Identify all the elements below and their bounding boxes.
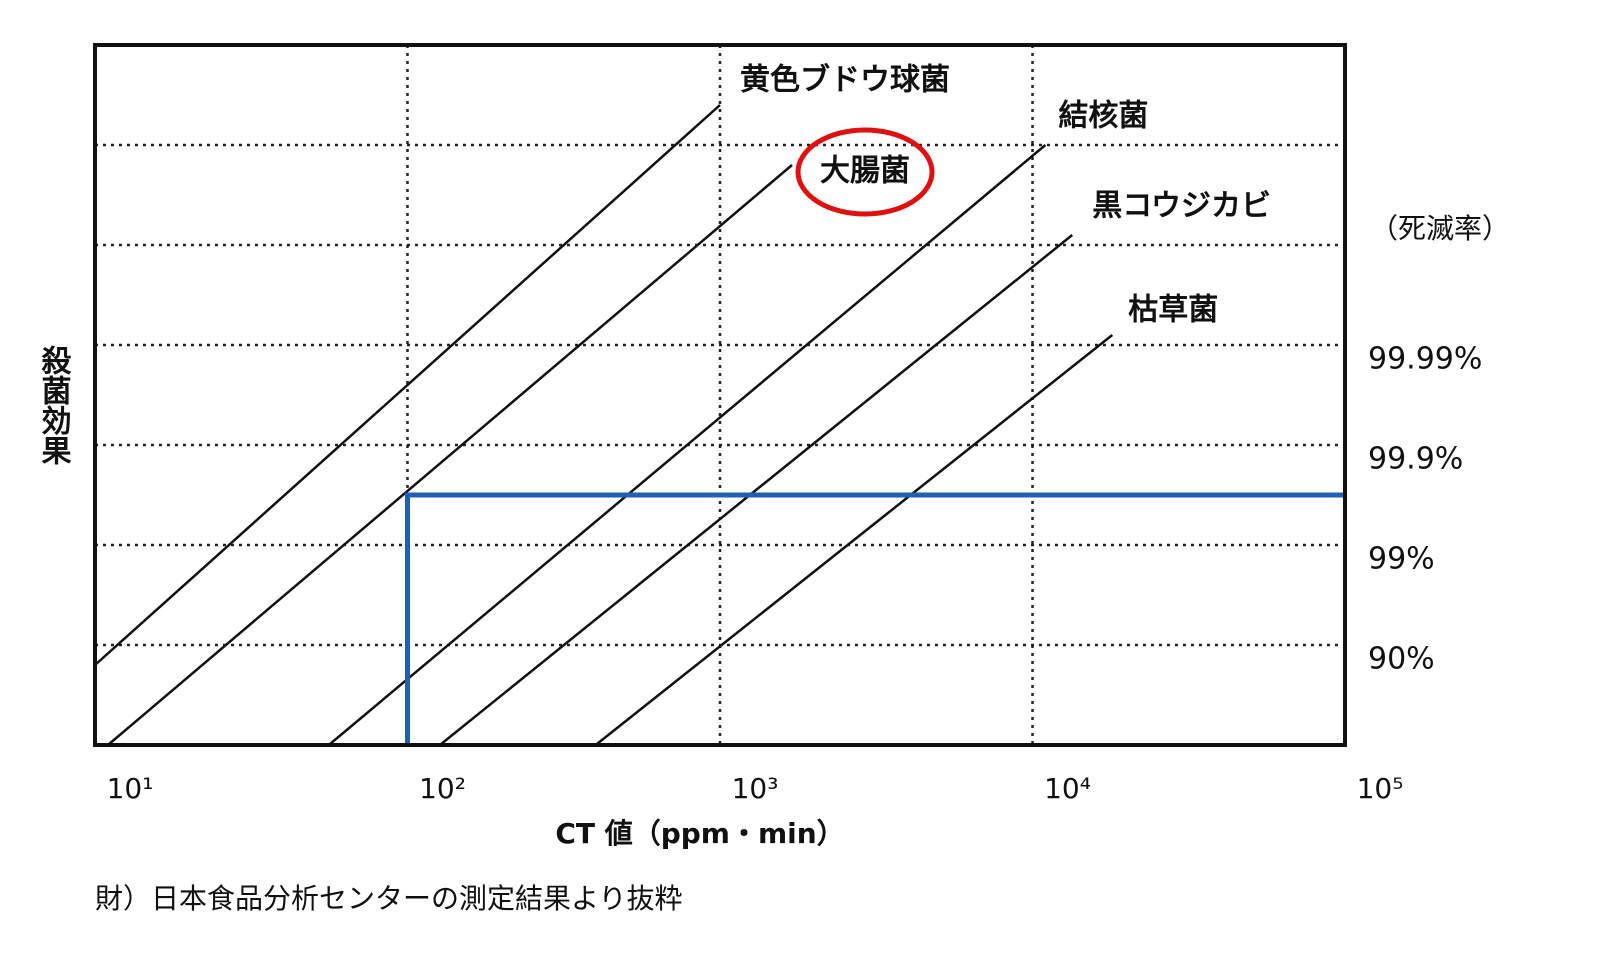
highlight-ellipse (795, 127, 935, 217)
series-line (328, 144, 1047, 746)
series-line (439, 234, 1074, 746)
plot-frame (93, 43, 1347, 747)
y-axis-label: 殺菌効果 (36, 345, 72, 465)
series-label: 枯草菌 (1128, 293, 1218, 328)
y-tick-label: 99% (1368, 542, 1435, 577)
y-tick-label: 99.99% (1368, 342, 1482, 377)
x-tick-label: 10² (419, 772, 466, 805)
x-tick-label: 10⁵ (1357, 772, 1404, 805)
y2-axis-label: （死滅率） (1370, 212, 1510, 245)
series-label: 大腸菌 (820, 154, 910, 189)
x-tick-label: 10³ (732, 772, 779, 805)
series-line (94, 104, 721, 666)
x-tick-label: 10⁴ (1044, 772, 1091, 805)
series-label: 結核菌 (1058, 99, 1148, 134)
x-axis-label: CT 値（ppm・min） (555, 817, 844, 850)
reference-line (405, 492, 1345, 745)
x-tick-label: 10¹ (107, 772, 154, 805)
series-label: 黄色ブドウ球菌 (740, 63, 950, 98)
series-label: 黒コウジカビ (1092, 189, 1271, 224)
y-tick-label: 90% (1368, 642, 1435, 677)
source-note: 財）日本食品分析センターの測定結果より抜粋 (95, 882, 682, 915)
series-line (107, 164, 793, 746)
series-line (594, 334, 1114, 746)
y-tick-label: 99.9% (1368, 442, 1463, 477)
